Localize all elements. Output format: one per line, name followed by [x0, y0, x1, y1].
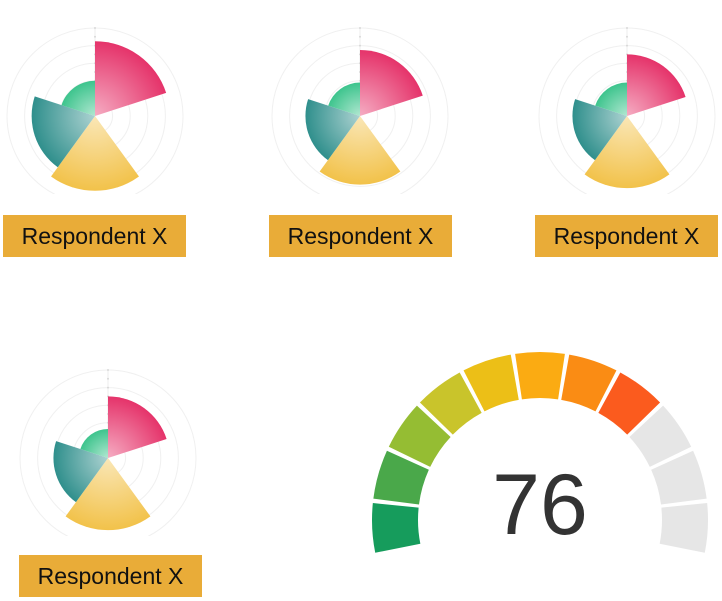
polar-area-chart-3 — [538, 27, 716, 194]
polar-segment — [108, 396, 167, 458]
respondent-label-4: Respondent X — [19, 555, 202, 597]
polar-segment — [360, 50, 423, 116]
gauge-segment — [629, 405, 692, 467]
polar-segment — [53, 441, 108, 503]
polar-segment — [80, 428, 108, 458]
gauge-segment — [598, 372, 661, 435]
gauge-segment — [373, 450, 429, 505]
polar-segment — [584, 116, 670, 189]
gauge-segment — [372, 503, 421, 553]
respondent-label-3: Respondent X — [535, 215, 718, 257]
polar-segment — [305, 99, 360, 161]
polar-segment — [51, 116, 139, 191]
gauge-segment — [388, 405, 451, 467]
gauge-value: 76 — [492, 457, 588, 553]
polar-segment — [95, 41, 167, 117]
respondent-label-1: Respondent X — [3, 215, 186, 257]
polar-segment — [595, 82, 627, 116]
polar-segment — [31, 96, 95, 168]
polar-segment — [61, 80, 95, 116]
polar-segment — [328, 82, 360, 116]
polar-segment — [627, 54, 686, 116]
gauge-segment — [463, 354, 519, 412]
gauge-segment — [561, 354, 617, 412]
polar-segment — [319, 116, 401, 185]
polar-area-chart-1 — [6, 27, 184, 194]
polar-area-chart-2 — [271, 27, 449, 194]
gauge-segment — [659, 503, 708, 553]
polar-segment — [65, 458, 151, 531]
polar-segment — [572, 99, 627, 161]
respondent-label-2: Respondent X — [269, 215, 452, 257]
gauge-chart — [372, 352, 708, 553]
gauge-segment — [651, 450, 707, 505]
gauge-segment — [419, 372, 482, 435]
gauge-segment — [515, 352, 565, 400]
polar-area-chart-4 — [19, 369, 197, 536]
